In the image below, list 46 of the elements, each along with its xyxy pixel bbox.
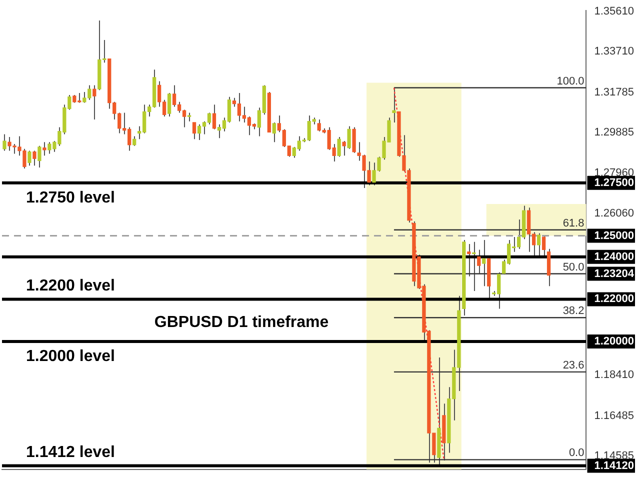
candlestick — [392, 87, 396, 123]
candlestick — [167, 92, 172, 118]
annotation: 0.0 — [568, 447, 584, 460]
y-tick-label: 1.16485 — [594, 410, 634, 422]
ref-line-label: 1.2750 level — [26, 189, 115, 206]
candlestick — [42, 142, 46, 156]
candlestick — [212, 104, 216, 130]
candlestick — [192, 122, 196, 140]
y-tick-label: 1.27500 — [594, 176, 634, 189]
candlestick — [92, 84, 96, 120]
y-tick-label: 1.22000 — [594, 293, 634, 306]
candlestick — [542, 234, 546, 258]
annotation: 61.8 — [562, 217, 584, 230]
y-tick-label: 1.31785 — [594, 86, 634, 98]
y-tick-label: 1.35610 — [594, 5, 634, 18]
annotation: 50.0 — [562, 261, 584, 274]
candlestick — [347, 126, 351, 150]
y-tick-label: 1.29885 — [594, 126, 634, 139]
y-tick-label: 1.20000 — [594, 336, 634, 348]
candlestick — [132, 136, 136, 146]
y-tick-label: 1.25000 — [594, 230, 634, 242]
annotation: 38.2 — [562, 305, 584, 318]
candlestick — [2, 134, 6, 152]
y-tick-label: 1.23204 — [594, 268, 635, 280]
candlestick — [28, 150, 32, 166]
y-tick-label: 1.26060 — [594, 207, 634, 220]
candlestick — [482, 240, 486, 287]
annotation: 23.6 — [562, 359, 584, 372]
candlestick — [536, 232, 541, 258]
candlestick — [467, 244, 471, 277]
y-tick-label: 1.14120 — [594, 460, 634, 472]
candlestick — [352, 126, 356, 154]
candlestick — [38, 145, 42, 168]
ref-line-label: 1.2000 level — [26, 348, 115, 365]
y-tick-label: 1.24000 — [594, 250, 634, 263]
candlestick — [342, 140, 346, 156]
y-tick-label: 1.33710 — [594, 46, 634, 58]
ref-line-label: 1.2200 level — [26, 278, 115, 295]
candlestick — [32, 150, 36, 166]
annotation: GBPUSD D1 timeframe — [154, 314, 329, 331]
candlestick — [272, 122, 276, 143]
ref-line-label: 1.1412 level — [26, 444, 115, 462]
candlestick — [337, 136, 341, 158]
annotation: 100.0 — [556, 75, 584, 88]
candlestick — [477, 249, 481, 274]
y-tick-label: 1.18410 — [594, 369, 634, 382]
